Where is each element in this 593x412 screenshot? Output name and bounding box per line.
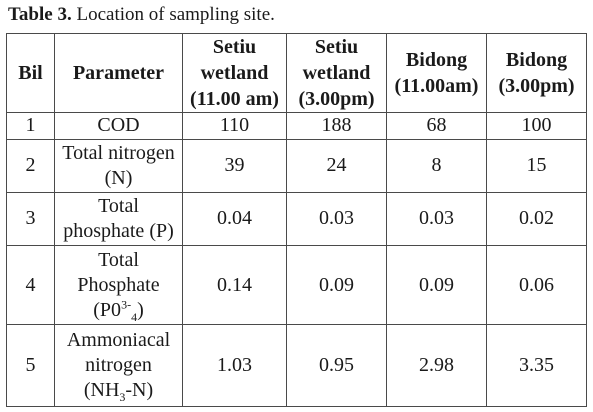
cell-bil: 4 — [6, 244, 55, 326]
header-parameter: Parameter — [54, 33, 183, 113]
formula-subscript: 4 — [131, 309, 138, 324]
caption-text: Location of sampling site. — [71, 4, 275, 25]
cell-parameter: Total nitrogen (N) — [54, 138, 183, 193]
header-line: Bidong — [405, 49, 468, 71]
table-row: 5 Ammoniacal nitrogen (NH3-N) 1.03 0.95 … — [6, 324, 587, 407]
cell-bil: 3 — [6, 191, 55, 246]
header-line: (11.00am) — [394, 75, 479, 97]
table-row: 4 Total Phosphate (P03-4) 0.14 0.09 0.09… — [6, 244, 587, 326]
parameter-line: phosphate (P) — [63, 219, 174, 242]
parameter-line: nitrogen — [85, 354, 152, 377]
cell-value: 1.03 — [182, 324, 287, 407]
table-row: 2 Total nitrogen (N) 39 24 8 15 — [6, 138, 587, 193]
cell-value: 39 — [182, 138, 287, 193]
cell-bil: 2 — [6, 138, 55, 193]
cell-value: 100 — [486, 112, 587, 140]
cell-value: 0.95 — [286, 324, 387, 407]
cell-value: 0.09 — [286, 244, 387, 326]
parameter-line: Phosphate — [77, 273, 160, 296]
parameter-line: (NH3-N) — [55, 378, 182, 403]
cell-value: 0.03 — [386, 191, 487, 246]
header-line: wetland — [302, 62, 371, 84]
cell-value: 0.03 — [286, 191, 387, 246]
cell-bil: 1 — [6, 112, 55, 140]
cell-parameter: Total Phosphate (P03-4) — [54, 244, 183, 326]
header-line: wetland — [200, 62, 269, 84]
sampling-site-table: Bil Parameter Setiu wetland (11.00 am) S… — [6, 33, 587, 407]
cell-value: 3.35 — [486, 324, 587, 407]
cell-value: 68 — [386, 112, 487, 140]
cell-parameter: Ammoniacal nitrogen (NH3-N) — [54, 324, 183, 407]
formula-superscript: 3- — [121, 296, 132, 311]
cell-value: 0.14 — [182, 244, 287, 326]
header-line: (11.00 am) — [190, 88, 279, 110]
parameter-line: (P03-4) — [55, 298, 182, 323]
cell-value: 188 — [286, 112, 387, 140]
parameter-line: Total nitrogen — [62, 141, 175, 164]
cell-value: 8 — [386, 138, 487, 193]
header-line: (3.00pm) — [498, 75, 575, 97]
table-row: 3 Total phosphate (P) 0.04 0.03 0.03 0.0… — [6, 191, 587, 246]
header-bil: Bil — [6, 33, 55, 113]
cell-parameter: Total phosphate (P) — [54, 191, 183, 246]
cell-value: 2.98 — [386, 324, 487, 407]
caption-label: Table 3. — [8, 4, 72, 25]
header-row: Bil Parameter Setiu wetland (11.00 am) S… — [6, 33, 587, 113]
table-row: 1 COD 110 188 68 100 — [6, 112, 587, 140]
cell-bil: 5 — [6, 324, 55, 407]
cell-value: 24 — [286, 138, 387, 193]
cell-value: 0.04 — [182, 191, 287, 246]
formula-text: -N) — [125, 379, 154, 402]
formula-text: (NH — [83, 379, 120, 402]
parameter-line: Total — [98, 194, 139, 217]
formula-subscript: 3 — [119, 390, 126, 405]
header-setiu-wetland-pm: Setiu wetland (3.00pm) — [286, 33, 387, 113]
header-bidong-am: Bidong (11.00am) — [386, 33, 487, 113]
parameter-line: Ammoniacal — [66, 329, 171, 352]
cell-value: 15 — [486, 138, 587, 193]
parameter-line: Total — [98, 248, 139, 271]
header-setiu-wetland-am: Setiu wetland (11.00 am) — [182, 33, 287, 113]
parameter-line: (N) — [104, 166, 133, 189]
formula-text: ) — [137, 298, 144, 321]
header-line: Setiu — [314, 36, 359, 58]
cell-value: 0.09 — [386, 244, 487, 326]
header-line: Setiu — [212, 36, 257, 58]
header-bidong-pm: Bidong (3.00pm) — [486, 33, 587, 113]
header-line: Bidong — [505, 49, 568, 71]
formula-text: (P0 — [93, 298, 122, 321]
header-line: (3.00pm) — [298, 88, 375, 110]
cell-value: 0.02 — [486, 191, 587, 246]
table-caption: Table 3. Location of sampling site. — [8, 4, 275, 26]
cell-value: 110 — [182, 112, 287, 140]
cell-value: 0.06 — [486, 244, 587, 326]
cell-parameter: COD — [54, 112, 183, 140]
